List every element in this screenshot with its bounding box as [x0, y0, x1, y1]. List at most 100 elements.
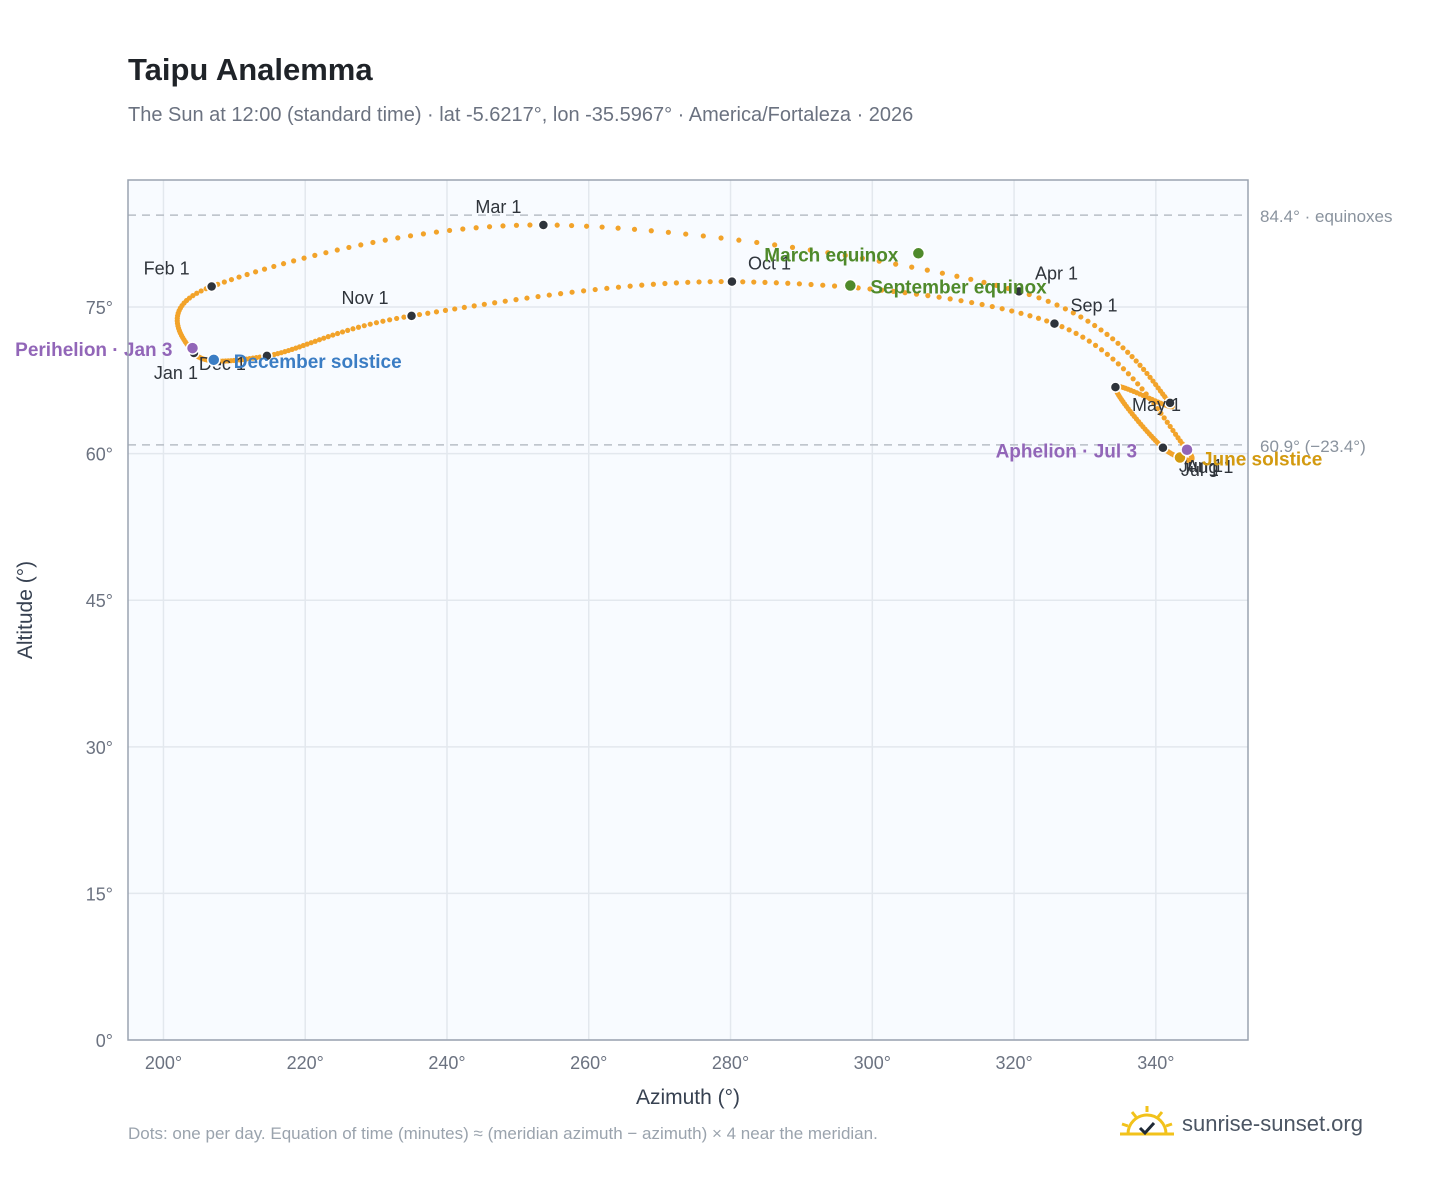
reference-lines: 84.4° · equinoxes 60.9° (−23.4°)	[128, 207, 1393, 456]
y-tick-label: 30°	[86, 738, 113, 758]
day-dot	[599, 224, 605, 230]
day-dot	[979, 301, 985, 308]
event-label: September equinox	[870, 278, 1047, 299]
day-dot	[500, 223, 506, 229]
day-dot	[481, 301, 487, 307]
month-marker-label: Aug 1	[1186, 457, 1233, 477]
day-dot	[190, 293, 196, 299]
day-dot	[696, 279, 702, 285]
day-dot	[740, 279, 746, 285]
day-dot	[1018, 310, 1024, 316]
day-dot	[568, 222, 575, 229]
day-dot	[1120, 366, 1127, 372]
day-dot	[1158, 410, 1164, 416]
day-dot	[312, 252, 318, 258]
x-axis-ticks: 200° 220° 240° 260° 280° 300° 320° 340°	[145, 1053, 1175, 1073]
day-dot	[909, 264, 915, 270]
brand-name: sunrise-sunset.org	[1182, 1111, 1363, 1136]
day-dot	[370, 239, 376, 246]
day-dot	[546, 292, 552, 298]
day-dot	[831, 283, 838, 289]
day-dot	[879, 287, 885, 293]
day-dot	[330, 332, 336, 338]
day-dot	[685, 279, 691, 285]
day-dot	[627, 283, 633, 289]
day-dot	[1027, 313, 1033, 319]
month-marker-label: Apr 1	[1035, 263, 1078, 283]
day-dot	[1130, 376, 1136, 382]
day-dot	[673, 280, 679, 286]
day-dot	[1092, 322, 1098, 329]
day-dot	[471, 303, 477, 309]
y-axis-ticks: 0° 15° 30° 45° 60° 75°	[86, 298, 113, 1051]
month-marker	[1013, 285, 1025, 298]
day-dot	[913, 291, 920, 297]
day-dot	[1092, 342, 1099, 348]
day-dot	[867, 286, 873, 292]
day-dot	[425, 310, 431, 316]
month-marker-label: May 1	[1132, 395, 1181, 415]
day-dot	[367, 321, 373, 327]
day-dot	[442, 307, 449, 313]
month-marker-label: Jan 1	[154, 363, 198, 383]
day-dot	[395, 235, 401, 241]
month-marker-label: Jul 1	[1181, 460, 1219, 480]
day-dot	[1167, 423, 1173, 430]
x-axis-label: Azimuth (°)	[636, 1086, 740, 1109]
day-dot	[893, 261, 899, 267]
x-tick-label: 280°	[712, 1053, 749, 1073]
day-dot	[1143, 391, 1149, 397]
day-dot	[1151, 401, 1157, 407]
day-dot	[433, 229, 440, 235]
day-dot	[325, 334, 331, 340]
day-dot	[604, 285, 610, 291]
day-dot	[1137, 362, 1143, 368]
event-label: Aphelion · Jul 3	[996, 442, 1137, 463]
day-dot	[1170, 427, 1176, 434]
day-dot	[902, 290, 908, 296]
day-dot	[339, 329, 346, 335]
month-marker	[726, 275, 738, 288]
day-dot	[345, 327, 351, 333]
day-dot	[718, 235, 724, 241]
chart-title: Taipu Analemma	[128, 52, 373, 87]
day-dot	[583, 223, 590, 229]
month-marker-label: Jun 1	[1179, 456, 1223, 476]
day-dot	[1098, 347, 1105, 353]
day-dot	[1086, 338, 1092, 344]
day-dot	[1154, 406, 1161, 412]
chart-subtitle: The Sun at 12:00 (standard time) · lat -…	[128, 104, 914, 126]
day-dot	[350, 326, 356, 332]
day-dot	[1172, 431, 1179, 437]
day-dot	[1141, 366, 1147, 372]
day-dot	[648, 228, 654, 234]
x-tick-label: 240°	[428, 1053, 465, 1073]
day-dot	[718, 278, 724, 285]
y-axis-label: Altitude (°)	[14, 561, 37, 659]
y-tick-label: 75°	[86, 298, 113, 318]
day-dot	[228, 276, 235, 283]
brand-logo[interactable]: sunrise-sunset.org	[1120, 1104, 1363, 1144]
day-dot	[358, 242, 364, 248]
day-dot	[321, 335, 327, 341]
day-dot	[407, 233, 414, 239]
day-dot	[492, 300, 498, 306]
month-marker	[1164, 397, 1176, 409]
month-marker-label: Oct 1	[748, 254, 791, 274]
day-dot	[631, 226, 638, 232]
day-dot	[665, 229, 671, 235]
month-marker	[537, 219, 550, 231]
day-dot	[1044, 318, 1050, 324]
day-dot	[221, 279, 227, 285]
day-dot	[452, 306, 458, 312]
day-dot	[355, 324, 362, 330]
day-dot	[1129, 354, 1135, 360]
plot-area	[128, 180, 1248, 1040]
day-dot	[1005, 285, 1011, 292]
x-tick-label: 320°	[995, 1053, 1032, 1073]
day-dot	[312, 338, 318, 344]
x-tick-label: 300°	[854, 1053, 891, 1073]
day-dot	[236, 274, 242, 280]
day-dot	[762, 279, 768, 285]
